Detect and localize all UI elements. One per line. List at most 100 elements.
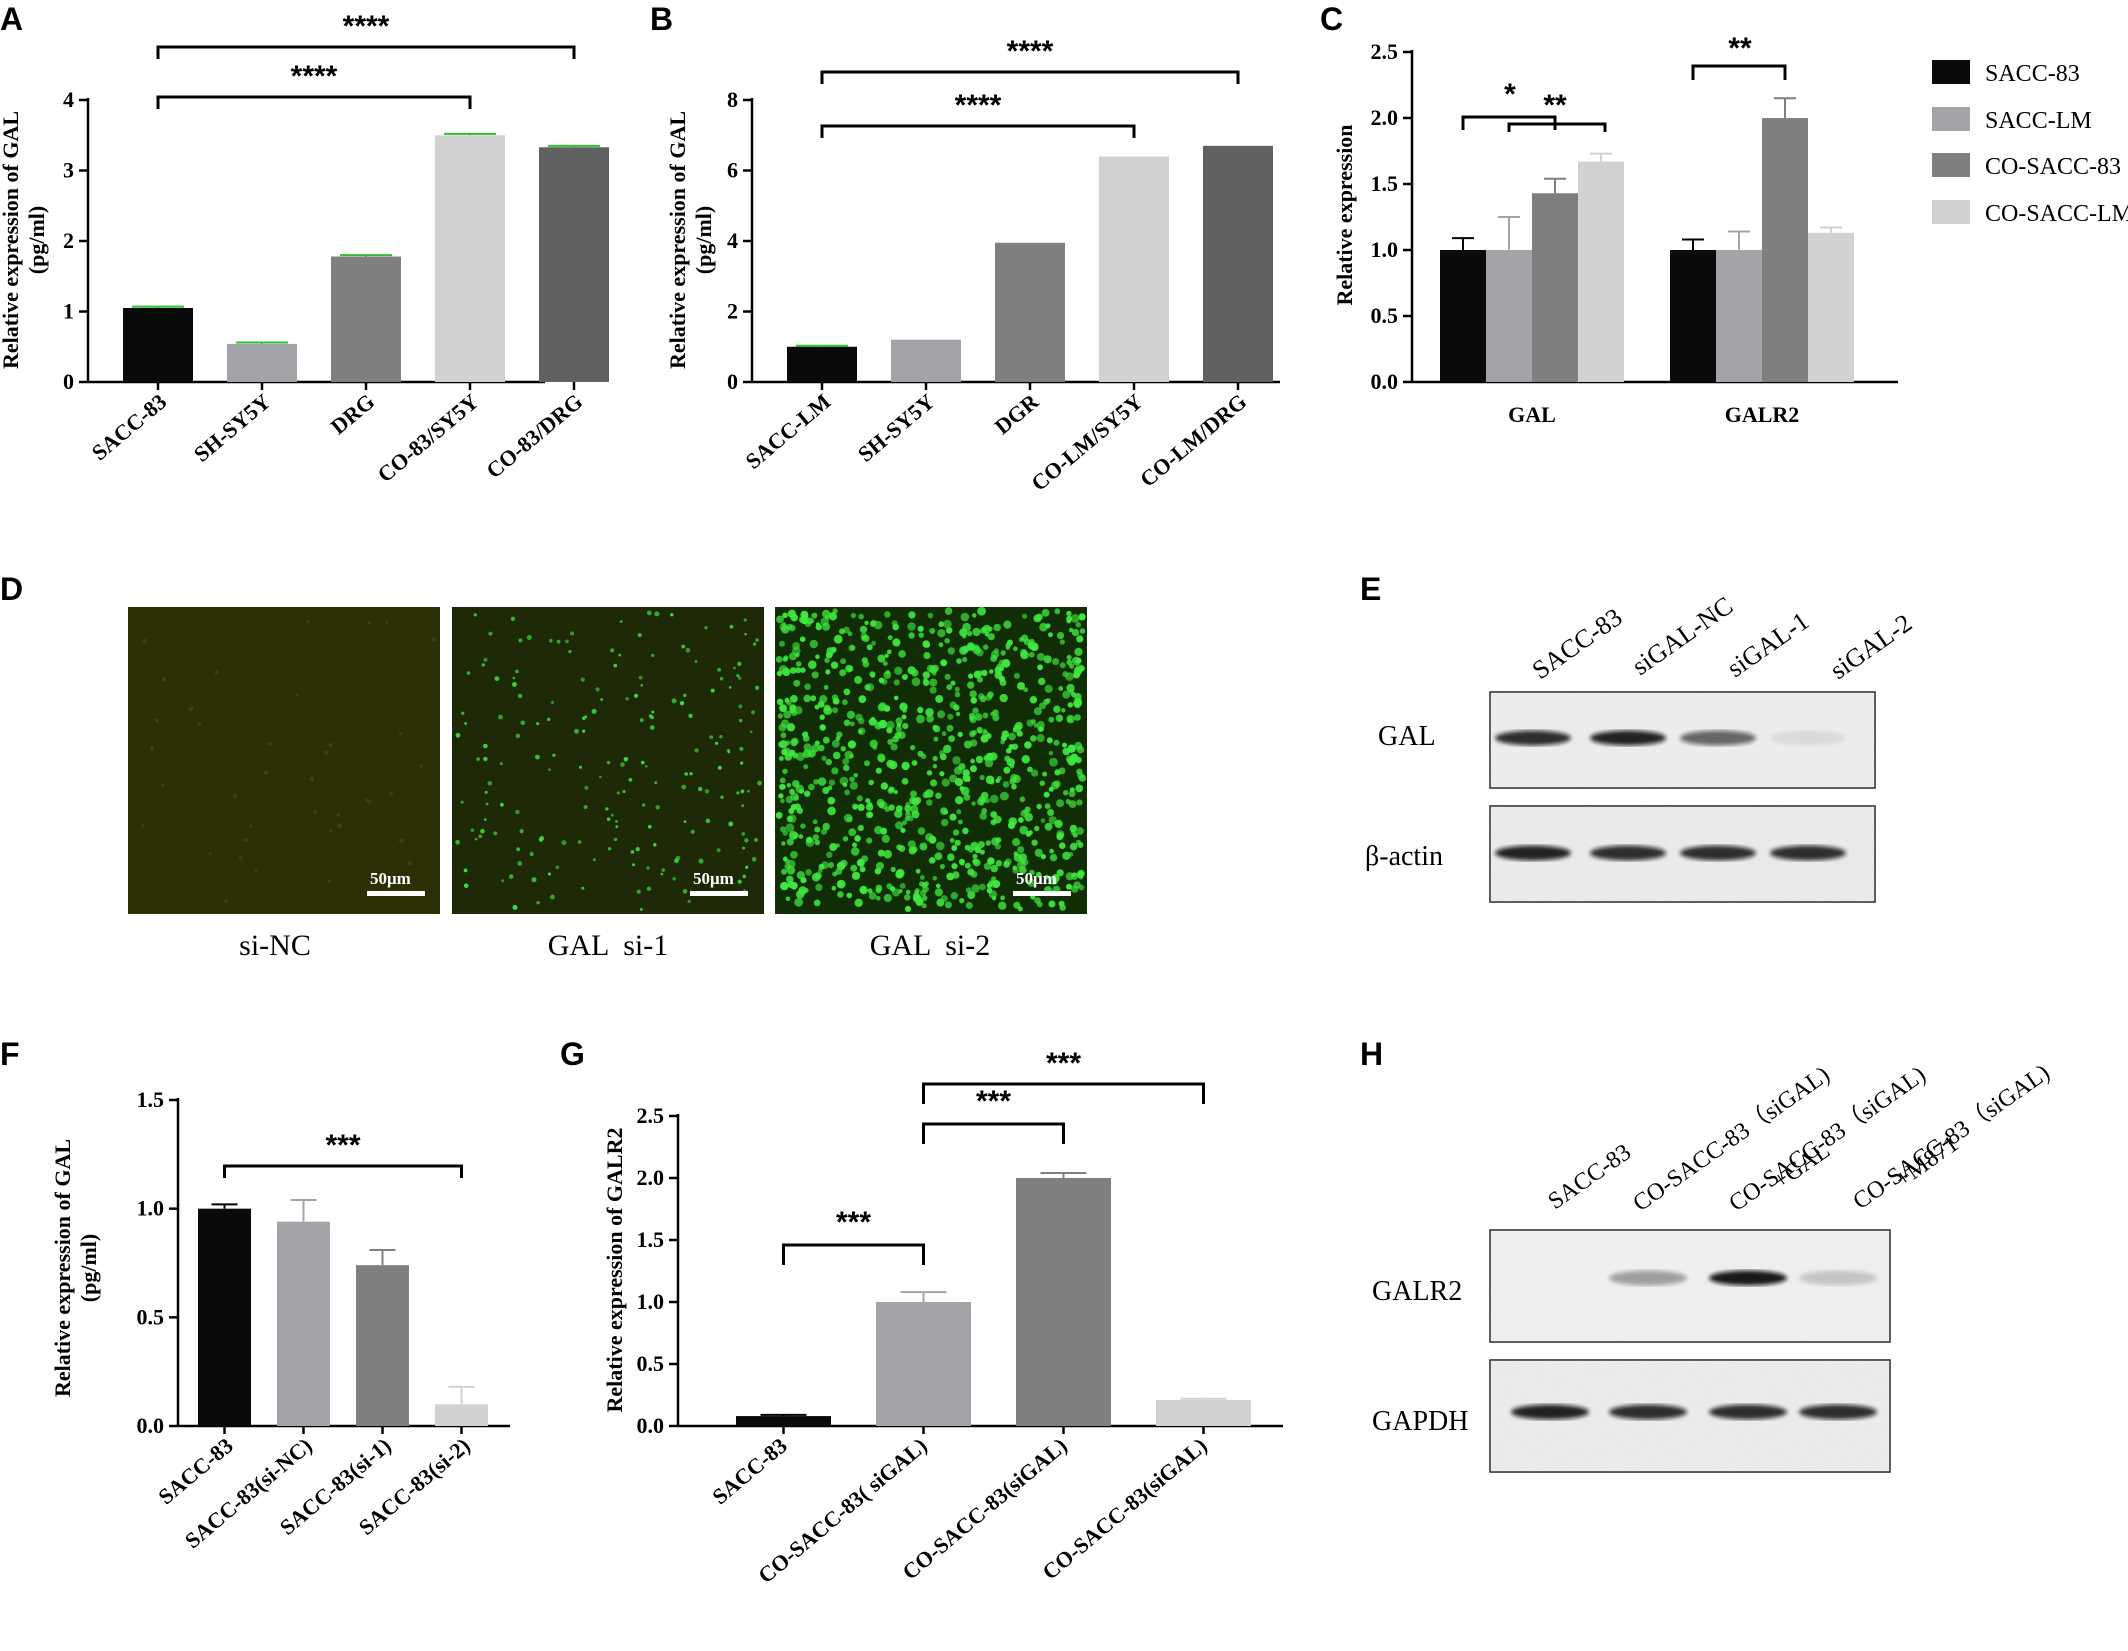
fluorescent-cell [508,874,514,879]
fluorescent-cell [975,755,984,764]
fluorescent-cell [860,632,868,640]
fluorescent-cell [895,821,904,830]
fluorescent-cell [864,760,870,767]
fluorescent-cell [785,795,793,804]
fluorescent-cell [893,789,898,795]
fluorescent-cell [972,858,979,865]
fluorescent-cell [894,666,903,675]
fluorescent-cell [1049,848,1055,854]
fluorescent-cell [962,827,969,835]
chart-c-bar-co-sacc-lm [1808,232,1854,382]
fluorescent-cell [743,618,747,622]
fluorescent-cell [884,611,891,618]
fluorescent-cell [327,879,332,884]
fluorescent-cell [981,669,988,677]
chart-b-y-axis-label: Relative expression of GAL [665,111,690,369]
fluorescent-cell [898,888,903,894]
fluorescent-cell [923,652,931,660]
fluorescent-cell [786,700,792,706]
fluorescent-cell [907,622,916,631]
blot-band [1680,845,1756,861]
fluorescent-cell [990,864,999,873]
fluorescent-cell [1030,735,1037,742]
chart-b-bar [995,242,1065,382]
fluorescent-cell [901,714,907,720]
fluorescent-cell [1066,716,1072,722]
fluorescent-cell [782,667,791,677]
fluorescent-cell [994,666,1002,674]
fluorescent-cell [1072,832,1078,838]
fluorescent-cell [857,803,865,812]
fluorescent-cell [238,856,243,860]
fluorescent-cell [999,693,1008,703]
chart-f-significance-label: *** [325,1129,360,1162]
fluorescent-cell [974,713,983,721]
fluorescent-cell [1034,848,1043,858]
fluorescent-cell [1078,613,1086,621]
fluorescent-cell [613,837,618,842]
chart-c-bar-sacc-83 [1670,250,1716,382]
chart-a-bar [227,343,297,382]
fluorescent-cell [526,635,532,640]
fluorescent-cell [853,773,858,778]
chart-a-y-axis-label-unit: (pg/ml) [24,206,49,274]
fluorescent-cell [788,814,797,823]
fluorescent-cell [805,869,812,876]
fluorescent-cell [893,679,900,686]
fluorescent-cell [520,720,526,726]
fluorescent-cell [822,609,831,619]
chart-panel-b: 0 2 4 6 8 SACC-LM SH-SY5Y DGRCO-LM/SY5YCO-LM/DR… [665,35,1280,496]
chart-c-bar-sacc-lm [1716,250,1762,382]
fluorescent-cell [644,765,648,768]
chart-a-y-tick-label: 3 [63,158,74,183]
fluorescent-cell [780,798,785,804]
chart-f-y-tick-label: 1.0 [137,1196,165,1221]
chart-b-bar [891,339,961,382]
fluorescent-cell [328,743,333,748]
fluorescent-cell [843,813,853,823]
fluorescent-cell [1029,696,1038,704]
fluorescent-cell [946,724,954,732]
fluorescent-cell [795,661,802,667]
fluorescent-cell [672,877,676,881]
fluorescent-cell [951,845,958,851]
fluorescent-cell [952,871,960,879]
fluorescent-cell [476,757,480,761]
chart-a-y-tick-label: 1 [63,299,74,324]
fluorescent-cell [687,899,691,904]
fluorescent-cell [842,836,849,842]
fluorescent-cell [1076,799,1083,806]
fluorescent-cell [840,658,847,665]
blot-band [1609,1404,1687,1420]
fluorescent-cell [741,804,745,808]
fluorescent-cell [873,620,883,630]
blot-band [1709,1270,1787,1286]
fluorescent-cell [1005,748,1012,754]
fluorescent-cell [214,670,219,675]
chart-a-category-label: CO-83/SY5Y [373,389,484,488]
fluorescent-cell [784,753,793,761]
fluorescent-cell [1041,609,1050,617]
fluorescent-cell [813,779,819,785]
chart-f-bar [198,1208,251,1426]
fluorescent-cell [1076,768,1083,775]
micrograph-caption-si-nc: si-NC [239,929,311,962]
fluorescent-cell [783,710,792,719]
blot-e-bands [1495,730,1846,861]
fluorescent-cell [959,628,968,637]
fluorescent-cell [950,680,956,686]
fluorescent-cell [531,877,537,883]
fluorescent-cell [1048,716,1055,723]
fluorescent-cell [979,695,987,703]
fluorescent-cell [967,891,976,900]
fluorescent-cell [901,674,908,680]
legend-label-co-sacc-83: CO-SACC-83 [1985,154,2121,180]
chart-c-y-axis-label: Relative expression [1332,124,1357,305]
fluorescent-cell [851,871,861,880]
fluorescent-cell [928,857,936,864]
fluorescent-cell [1031,839,1038,846]
chart-c-y-tick-label: 1.5 [1371,171,1399,196]
fluorescent-cell [690,829,695,834]
fluorescent-cell [929,686,937,694]
fluorescent-cell [939,863,946,870]
